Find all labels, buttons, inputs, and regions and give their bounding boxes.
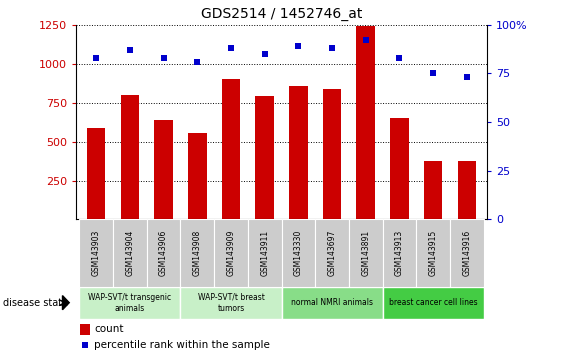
Point (428, 70, 437, 76)
Point (193, 59, 202, 64)
Bar (80, 324, 91, 335)
Text: count: count (95, 324, 124, 333)
Bar (248, 219, 282, 287)
Bar (424, 161, 443, 219)
Bar (79, 219, 113, 287)
Text: breast cancer cell lines: breast cancer cell lines (389, 298, 477, 307)
Bar (315, 219, 349, 287)
Bar (282, 287, 383, 319)
Text: disease state: disease state (3, 298, 68, 308)
Text: GSM143891: GSM143891 (361, 230, 370, 276)
Text: GSM143330: GSM143330 (294, 230, 303, 276)
Bar (390, 118, 409, 219)
Point (395, 55, 404, 61)
Text: GSM143908: GSM143908 (193, 230, 202, 276)
Point (92, 55, 101, 61)
Bar (180, 219, 214, 287)
Text: percentile rank within the sample: percentile rank within the sample (95, 340, 270, 350)
Text: WAP-SVT/t breast
tumors: WAP-SVT/t breast tumors (198, 293, 265, 313)
Text: GSM143916: GSM143916 (462, 230, 471, 276)
Point (328, 45, 337, 51)
Point (126, 47, 135, 53)
Polygon shape (62, 296, 69, 310)
Bar (222, 79, 240, 219)
Point (294, 44, 303, 49)
Text: GSM143906: GSM143906 (159, 230, 168, 276)
Bar (214, 219, 248, 287)
Bar (256, 96, 274, 219)
Text: WAP-SVT/t transgenic
animals: WAP-SVT/t transgenic animals (88, 293, 172, 313)
Bar (349, 219, 383, 287)
Point (361, 38, 370, 43)
Point (260, 51, 269, 57)
Bar (323, 90, 341, 219)
Bar (282, 219, 315, 287)
Bar (79, 287, 180, 319)
Bar (289, 86, 307, 219)
Text: GSM143909: GSM143909 (226, 230, 235, 276)
Text: GSM143904: GSM143904 (126, 230, 135, 276)
Text: GSM143697: GSM143697 (328, 230, 337, 276)
Bar (458, 161, 476, 219)
Point (81, 342, 90, 348)
Point (226, 45, 235, 51)
Bar (383, 219, 416, 287)
Bar (356, 25, 375, 219)
Text: GSM143913: GSM143913 (395, 230, 404, 276)
Point (462, 75, 471, 80)
Point (159, 55, 168, 61)
Bar (188, 133, 207, 219)
Bar (416, 219, 450, 287)
Bar (450, 219, 484, 287)
Title: GDS2514 / 1452746_at: GDS2514 / 1452746_at (201, 7, 362, 21)
Text: GSM143911: GSM143911 (260, 230, 269, 276)
Bar (180, 287, 282, 319)
Bar (113, 219, 147, 287)
Text: GSM143915: GSM143915 (428, 230, 437, 276)
Bar (154, 120, 173, 219)
Text: GSM143903: GSM143903 (92, 230, 101, 276)
Bar (147, 219, 180, 287)
Text: normal NMRI animals: normal NMRI animals (291, 298, 373, 307)
Bar (383, 287, 484, 319)
Bar (87, 127, 105, 219)
Bar (120, 95, 139, 219)
